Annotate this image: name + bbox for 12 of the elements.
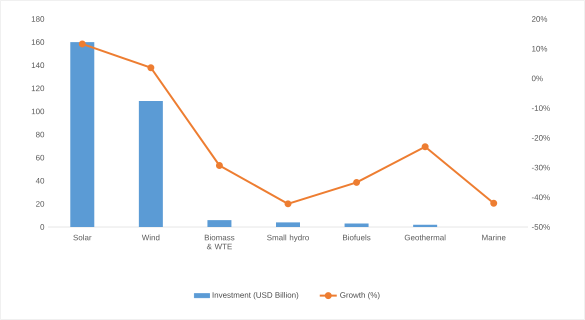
bar: [70, 42, 94, 227]
point: [216, 162, 223, 169]
bar: [138, 101, 163, 227]
point: [422, 143, 429, 150]
bar: [276, 222, 300, 227]
bar: [207, 220, 232, 227]
point: [353, 178, 360, 186]
point: [78, 40, 86, 48]
bar: [344, 224, 369, 227]
point: [147, 64, 154, 72]
point: [490, 200, 498, 207]
point: [284, 200, 292, 208]
